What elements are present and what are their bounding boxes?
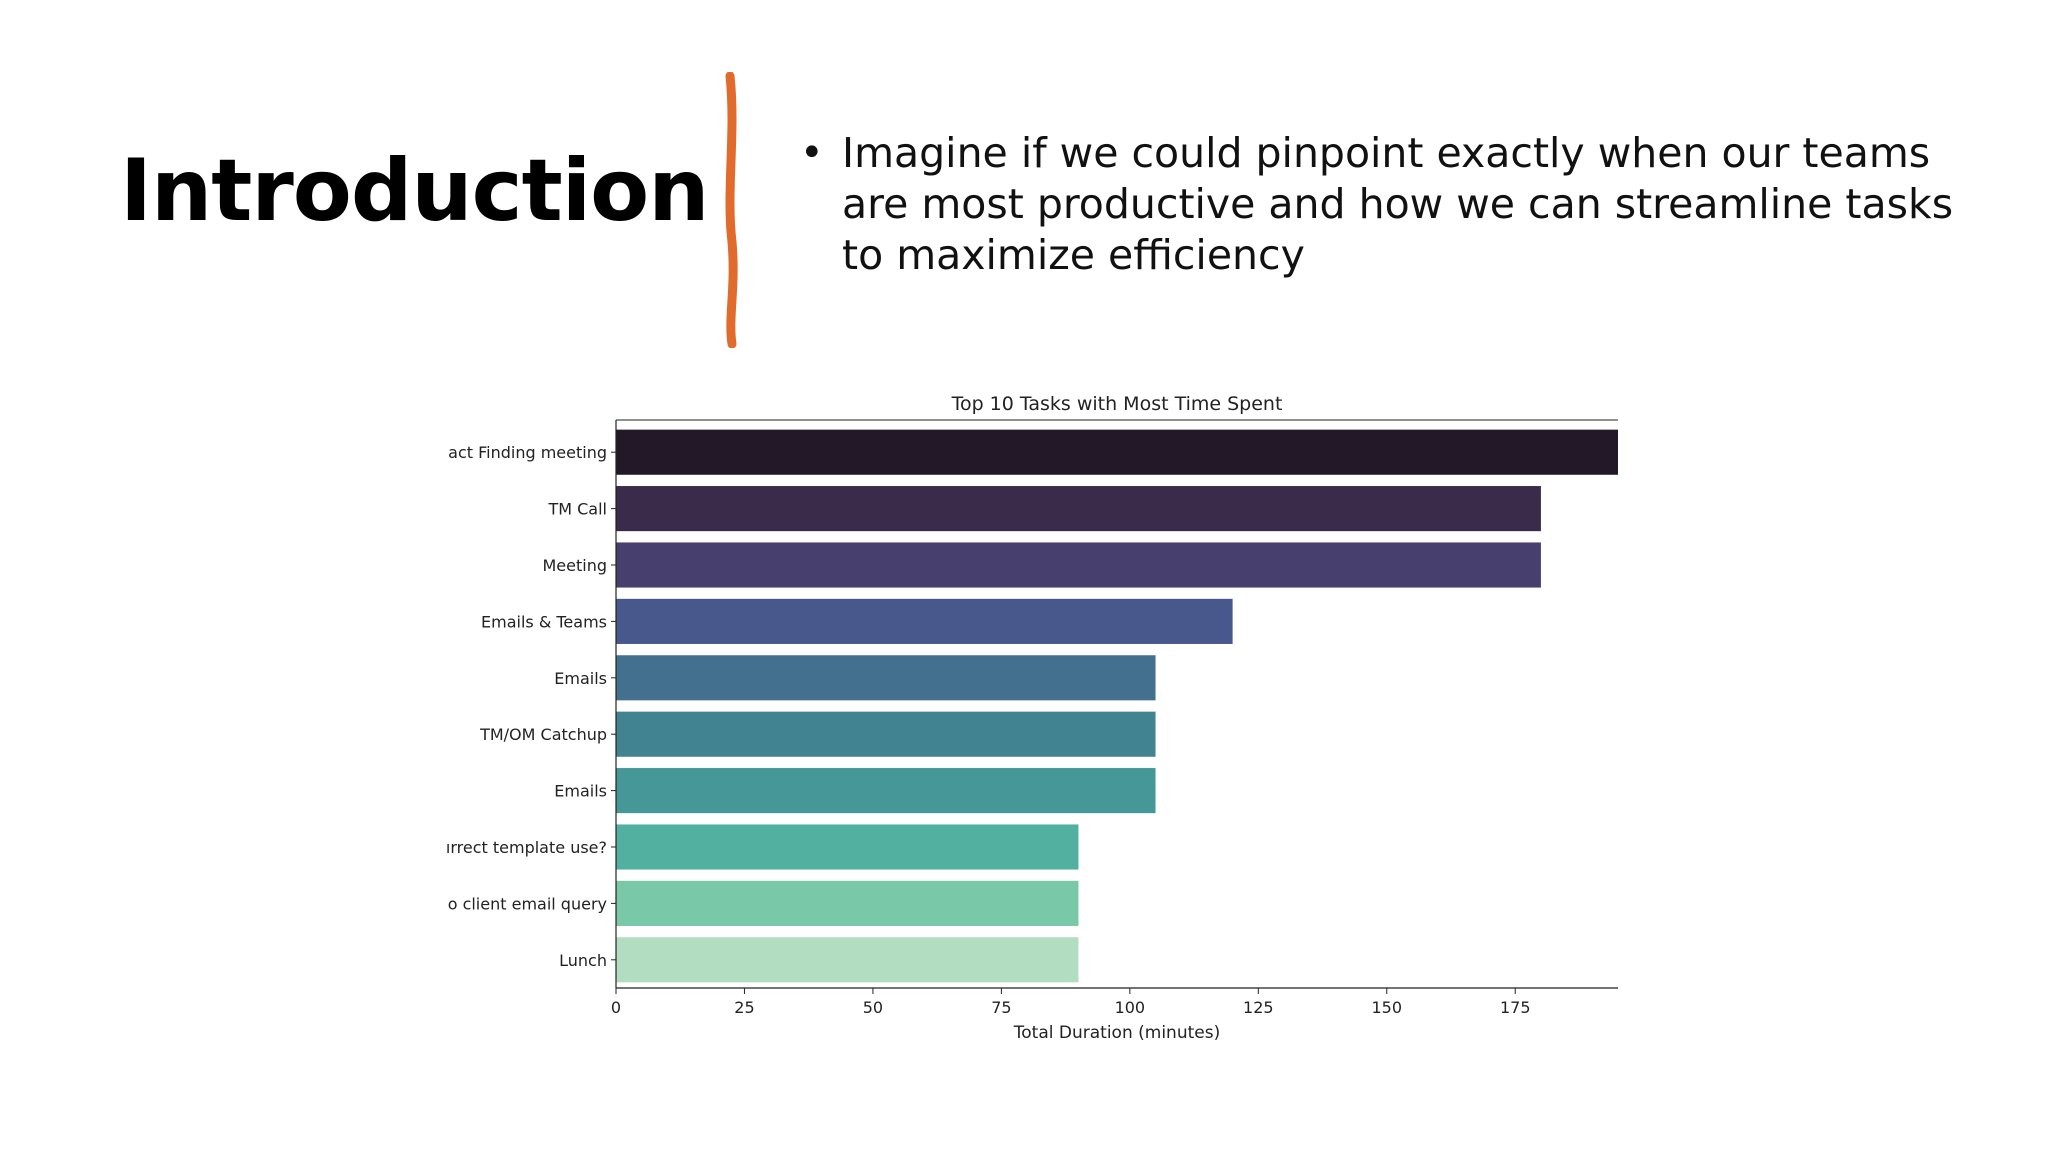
x-tick-label: 175 (1500, 998, 1531, 1017)
bar (616, 824, 1079, 870)
x-axis-label: Total Duration (minutes) (1013, 1023, 1220, 1043)
bar (616, 542, 1541, 588)
bullet-item: • Imagine if we could pinpoint exactly w… (800, 128, 1980, 281)
bar (616, 486, 1541, 532)
y-tick-label: Lunch (559, 951, 607, 970)
chart-title: Top 10 Tasks with Most Time Spent (951, 393, 1283, 415)
bullet-dot-icon: • (800, 130, 824, 176)
x-tick-label: 125 (1243, 998, 1274, 1017)
bar (616, 711, 1156, 757)
bar (616, 429, 1618, 475)
y-tick-label: TM Call (547, 500, 607, 519)
y-tick-label: Emails & Teams (481, 612, 607, 631)
y-tick-label: o client email query (448, 894, 607, 913)
x-tick-label: 150 (1371, 998, 1402, 1017)
bar (616, 598, 1233, 644)
x-tick-label: 50 (863, 998, 883, 1017)
bullet-text: Imagine if we could pinpoint exactly whe… (842, 129, 1954, 279)
y-tick-label: Emails (554, 669, 607, 688)
y-tick-label: ırrect template use? (446, 838, 607, 857)
y-tick-label: act Finding meeting (448, 443, 607, 462)
bar (616, 880, 1079, 926)
bar-chart: Top 10 Tasks with Most Time Spent act Fin… (446, 393, 1618, 1043)
x-tick-label: 25 (734, 998, 754, 1017)
bar (616, 655, 1156, 701)
x-tick-label: 0 (611, 998, 621, 1017)
slide-title: Introduction (120, 141, 709, 241)
bar (616, 937, 1079, 983)
x-tick-label: 100 (1115, 998, 1146, 1017)
y-tick-label: Emails (554, 782, 607, 801)
bar (616, 768, 1156, 814)
y-tick-label: Meeting (542, 556, 607, 575)
x-tick-label: 75 (991, 998, 1011, 1017)
y-tick-label: TM/OM Catchup (479, 725, 607, 744)
accent-divider (725, 72, 738, 348)
bullet-list: • Imagine if we could pinpoint exactly w… (800, 128, 1980, 281)
